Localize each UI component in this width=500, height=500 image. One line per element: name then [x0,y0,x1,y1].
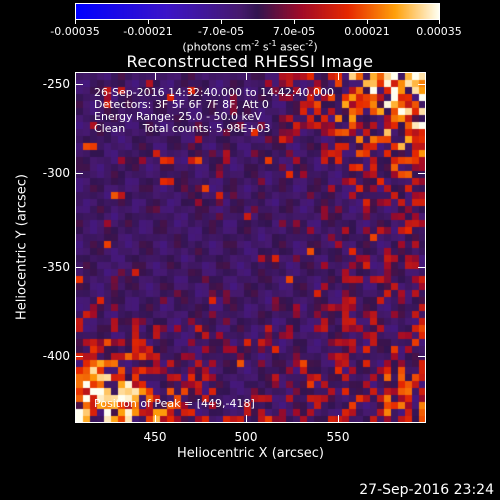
rhessi-image [76,73,425,422]
colorbar-tick-mark [75,20,76,24]
x-tick-mark [338,415,339,423]
colorbar [75,3,440,20]
plot-title: Reconstructed RHESSI Image [126,52,374,71]
x-tick-label: 500 [234,430,258,444]
colorbar-tick-mark [294,20,295,24]
info-energy-range: Energy Range: 25.0 - 50.0 keV [94,110,262,123]
colorbar-tick-label: -0.00021 [123,25,173,38]
y-tick-mark [75,173,83,174]
info-time-range: 26-Sep-2016 14:32:40.000 to 14:42:40.000 [94,86,334,99]
x-tick-label: 450 [143,430,167,444]
colorbar-tick-label: 0.00035 [416,25,462,38]
colorbar-tick-mark [221,20,222,24]
info-clean-counts: Clean Total counts: 5.98E+03 [94,122,271,135]
colorbar-tick-label: -7.0e-05 [197,25,245,38]
x-tick-label: 550 [326,430,350,444]
info-detectors: Detectors: 3F 5F 6F 7F 8F, Att 0 [94,98,269,111]
x-tick-mark [338,72,339,80]
x-tick-mark [246,72,247,80]
colorbar-tick-mark [439,20,440,24]
colorbar-units-label: (photons cm-2 s-1 asec-2) [182,39,318,54]
y-tick-mark [418,173,426,174]
y-tick-mark [418,84,426,85]
colorbar-tick-label: 0.00021 [344,25,390,38]
image-panel [75,72,426,423]
y-tick-label: -350 [42,260,70,274]
peak-position-label: Position of Peak = [449,-418] [94,397,255,410]
colorbar-tick-label: -0.00035 [50,25,100,38]
x-tick-mark [155,72,156,80]
x-tick-mark [246,415,247,423]
y-axis-label: Heliocentric Y (arcsec) [14,174,30,320]
x-axis-label: Heliocentric X (arcsec) [177,446,324,461]
colorbar-tick-mark [148,20,149,24]
x-tick-mark [155,415,156,423]
colorbar-tick-mark [367,20,368,24]
timestamp: 27-Sep-2016 23:24 [359,482,494,498]
colorbar-tick-label: 7.0e-05 [272,25,316,38]
y-tick-mark [75,84,83,85]
y-tick-label: -400 [42,349,70,363]
y-tick-label: -250 [42,77,70,91]
y-tick-label: -300 [42,166,70,180]
y-tick-mark [418,267,426,268]
y-tick-mark [75,267,83,268]
y-tick-mark [75,356,83,357]
y-tick-mark [418,356,426,357]
